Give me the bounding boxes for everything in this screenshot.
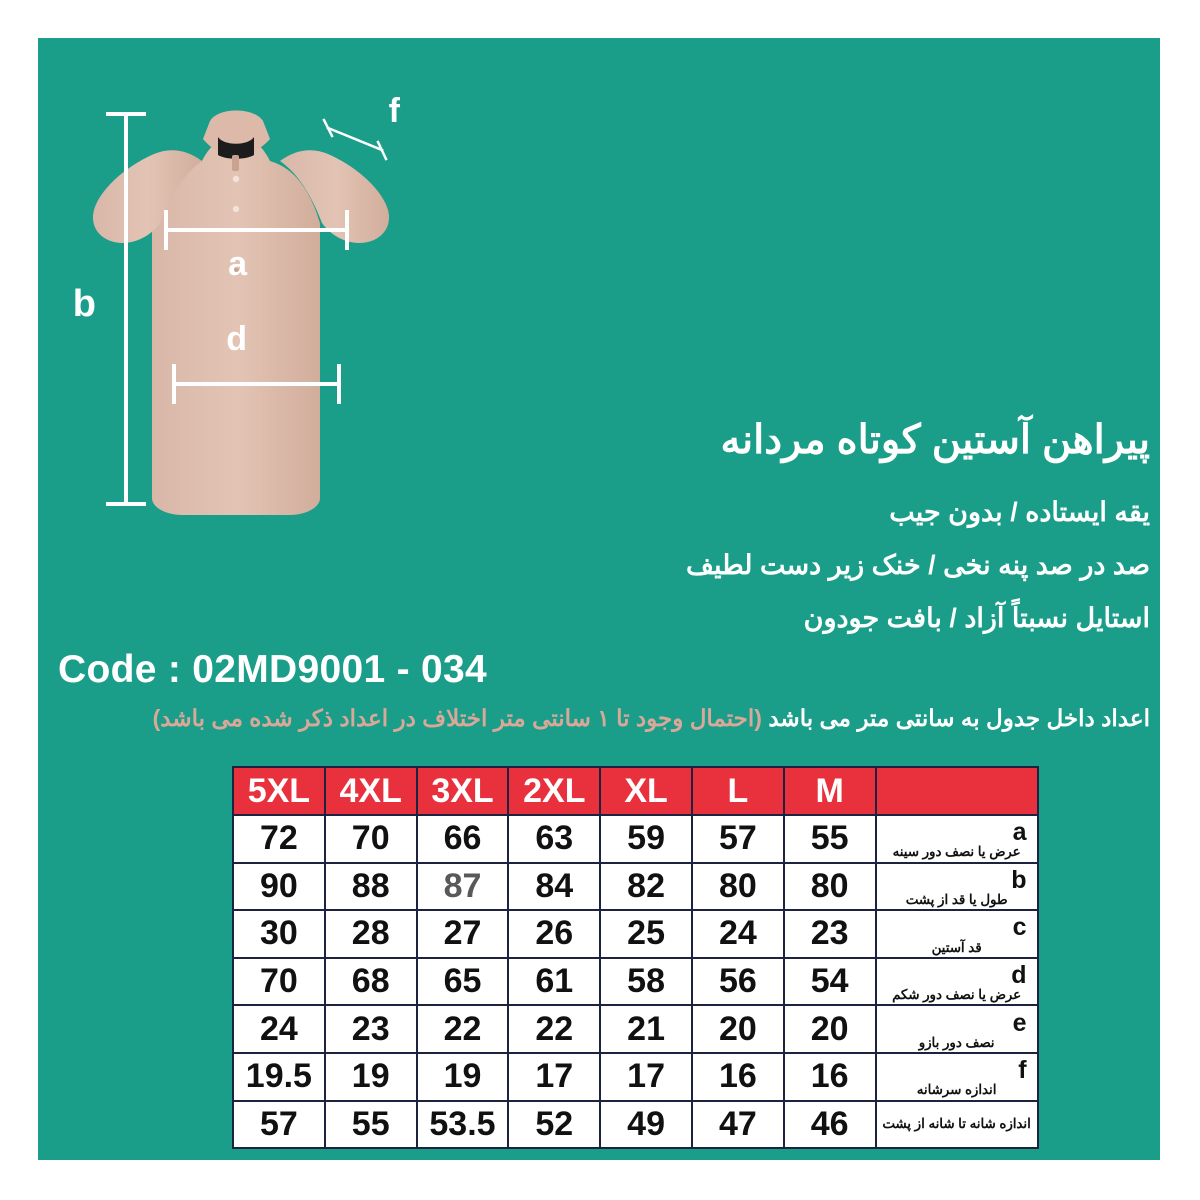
svg-text:b: b xyxy=(73,283,96,325)
svg-text:f: f xyxy=(389,92,401,130)
svg-text:d: d xyxy=(226,320,247,358)
svg-text:a: a xyxy=(228,245,248,283)
